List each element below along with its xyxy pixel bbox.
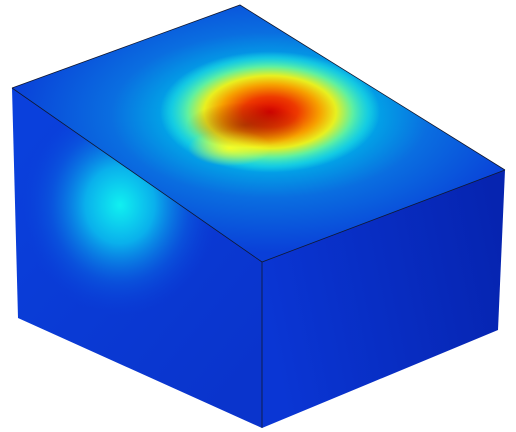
box-edges [11,4,506,428]
edge-top [11,4,506,171]
right-face [262,170,505,428]
